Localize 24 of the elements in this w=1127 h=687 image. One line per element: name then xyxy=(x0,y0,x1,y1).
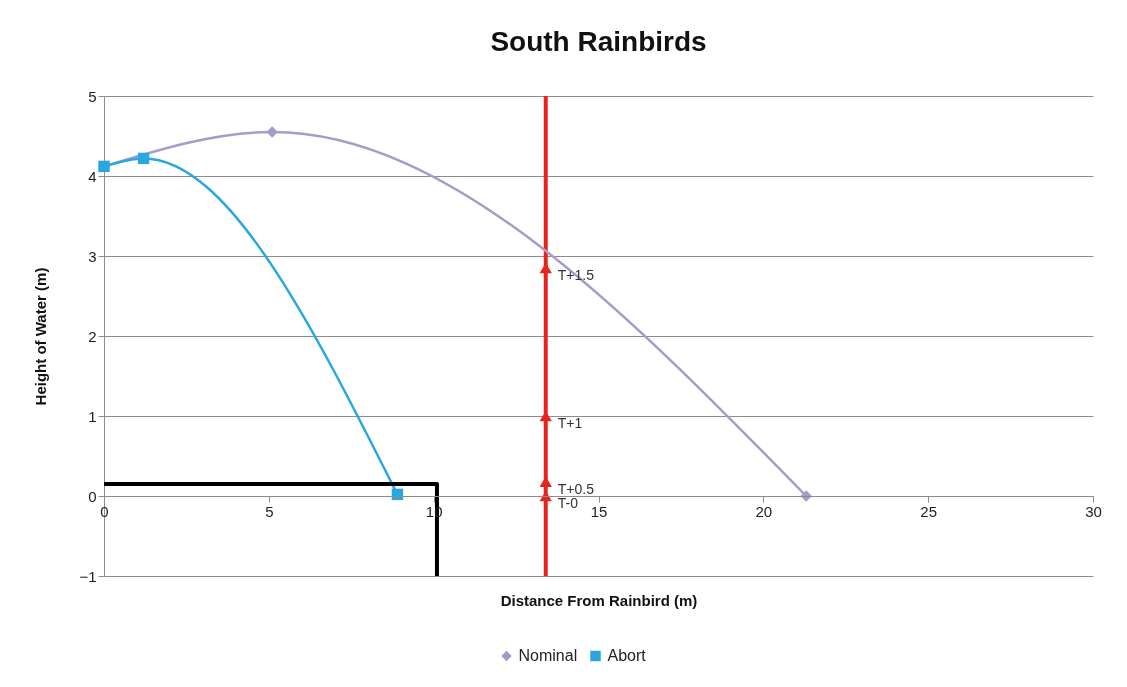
x-tick-label: 20 xyxy=(755,502,773,520)
y-tick-label: 4 xyxy=(88,167,97,185)
x-tick-label: 30 xyxy=(1085,502,1102,520)
y-axis-title: Height of Water (m) xyxy=(32,267,50,406)
chart-title: South Rainbirds xyxy=(490,26,707,57)
point xyxy=(266,126,278,138)
x-tick-label: 5 xyxy=(265,502,274,520)
y-tick-label: −1 xyxy=(79,567,97,585)
data-label: T-0 xyxy=(557,495,579,511)
legend-label: Abort xyxy=(607,647,647,664)
y-tick-label: 5 xyxy=(88,87,97,105)
data-label: T+1 xyxy=(557,415,583,431)
x-tick-label: 25 xyxy=(920,502,938,520)
y-tick-label: 1 xyxy=(88,407,97,425)
y-tick-label: 3 xyxy=(88,247,97,265)
x-tick-label: 15 xyxy=(590,502,608,520)
point xyxy=(137,152,150,165)
x-axis-title: Distance From Rainbird (m) xyxy=(500,591,698,609)
data-label: T+1.5 xyxy=(557,267,595,283)
x-tick-label: 0 xyxy=(100,502,109,520)
y-tick-label: 2 xyxy=(88,327,97,345)
data-label: T+0.5 xyxy=(557,480,595,497)
legend-label: Nominal xyxy=(518,647,578,664)
y-tick-label: 0 xyxy=(88,487,97,505)
